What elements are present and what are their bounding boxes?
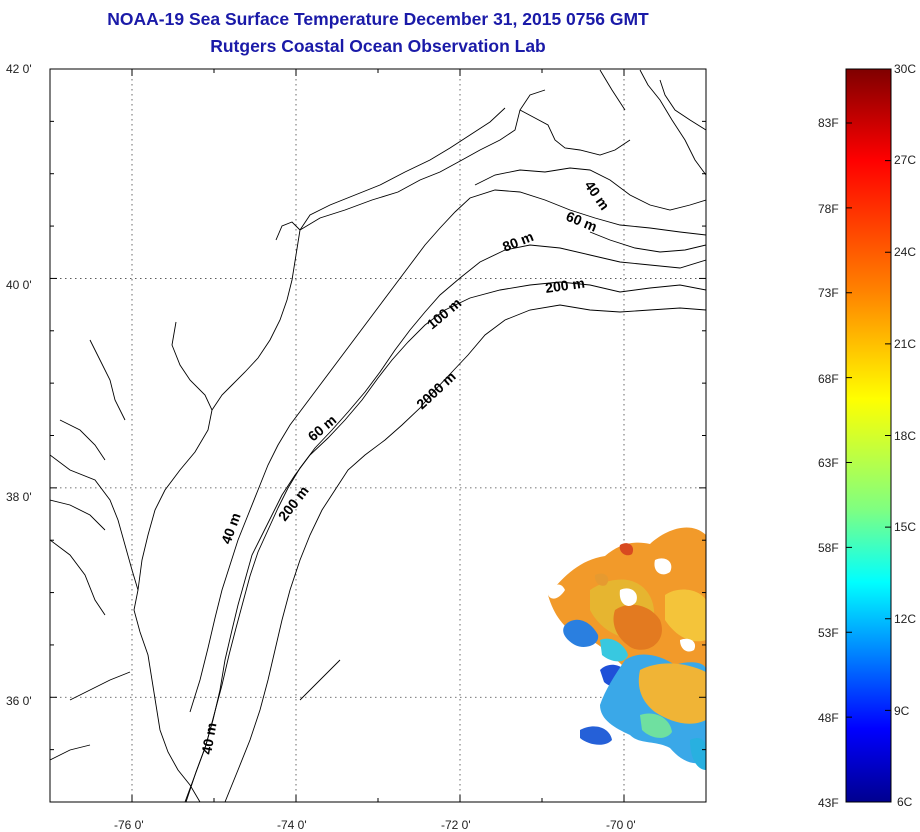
colorbar-fahrenheit-label: 48F (818, 711, 839, 725)
map-title: NOAA-19 Sea Surface Temperature December… (107, 9, 649, 29)
colorbar-celsius-label: 9C (894, 704, 910, 718)
colorbar-fahrenheit-label: 43F (818, 796, 839, 810)
sst-data-patch (548, 527, 706, 770)
lat-label: 42 0' (6, 62, 32, 76)
isobath-label: 2000 m (413, 368, 459, 412)
axis-ticks (50, 69, 706, 802)
colorbar-celsius-label: 15C (894, 520, 917, 534)
colorbar-celsius-label: 21C (894, 337, 917, 351)
coastline (50, 69, 706, 802)
colorbar (845, 68, 892, 803)
colorbar-celsius-label: 12C (894, 612, 917, 626)
colorbar-fahrenheit-label: 53F (818, 626, 839, 640)
lon-label: -74 0' (277, 818, 307, 832)
isobath-label: 40 m (582, 178, 613, 213)
colorbar-fahrenheit-label: 78F (818, 202, 839, 216)
isobath-labels: 40 m 60 m 80 m 200 m 100 m 2000 m 60 m 2… (198, 178, 613, 756)
lon-label: -76 0' (114, 818, 144, 832)
isobath-label: 60 m (564, 208, 600, 235)
colorbar-celsius-label: 6C (897, 795, 913, 809)
colorbar-celsius-label: 18C (894, 429, 917, 443)
lat-label: 36 0' (6, 694, 32, 708)
isobath-label: 60 m (305, 412, 340, 445)
lon-label: -72 0' (441, 818, 471, 832)
lat-label: 38 0' (6, 490, 32, 504)
lat-label: 40 0' (6, 278, 32, 292)
colorbar-celsius-label: 27C (894, 153, 917, 167)
colorbar-ticks (846, 68, 891, 803)
isobath-label: 80 m (500, 228, 536, 255)
colorbar-celsius-label: 24C (894, 245, 917, 259)
colorbar-fahrenheit-label: 58F (818, 541, 839, 555)
isobath-label: 40 m (198, 721, 219, 755)
colorbar-fahrenheit-label: 68F (818, 372, 839, 386)
isobaths (184, 79, 706, 802)
colorbar-fahrenheit-label: 83F (818, 116, 839, 130)
isobath-label: 40 m (218, 511, 244, 546)
colorbar-fahrenheit-label: 63F (818, 456, 839, 470)
isobath-label: 200 m (544, 275, 586, 296)
isobath-label: 100 m (424, 295, 465, 333)
colorbar-celsius-label: 30C (894, 62, 917, 76)
colorbar-fahrenheit-label: 73F (818, 286, 839, 300)
map-subtitle: Rutgers Coastal Ocean Observation Lab (210, 36, 546, 56)
lon-label: -70 0' (606, 818, 636, 832)
